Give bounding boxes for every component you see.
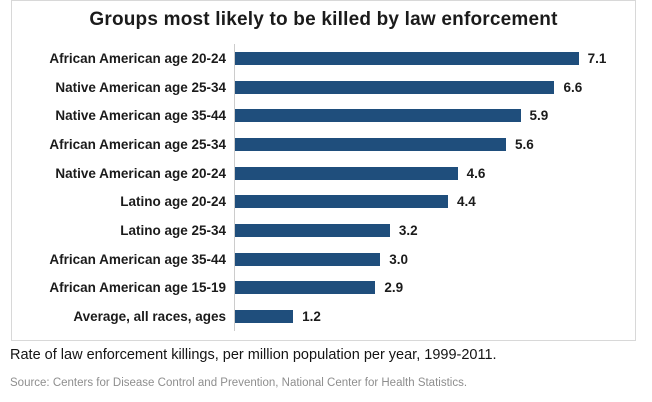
- bar-rows: African American age 20-24 7.1 Native Amer…: [12, 44, 635, 331]
- category-label: Average, all races, ages: [73, 309, 226, 325]
- source-attribution: Source: Centers for Disease Control and …: [10, 377, 468, 389]
- chart-row: Latino age 20-24 4.4: [12, 187, 635, 216]
- chart-row: African American age 15-19 2.9: [12, 274, 635, 303]
- chart-row: African American age 25-34 5.6: [12, 130, 635, 159]
- bar: [235, 166, 458, 180]
- chart-row: Native American age 20-24 4.6: [12, 159, 635, 188]
- y-axis-line: [234, 44, 235, 331]
- bar-value-label: 2.9: [384, 280, 404, 296]
- bar: [235, 195, 448, 209]
- bar: [235, 310, 294, 324]
- chart-row: African American age 20-24 7.1: [12, 44, 635, 73]
- category-label: African American age 20-24: [49, 50, 226, 66]
- bar: [235, 223, 390, 237]
- category-label: Latino age 20-24: [120, 194, 226, 210]
- bar: [235, 137, 507, 151]
- chart-row: African American age 35-44 3.0: [12, 245, 635, 274]
- bar: [235, 281, 376, 295]
- bar: [235, 80, 555, 94]
- category-label: African American age 35-44: [49, 251, 226, 267]
- chart-card: Groups most likely to be killed by law e…: [11, 0, 636, 341]
- category-label: Latino age 25-34: [120, 222, 226, 238]
- bar-value-label: 5.9: [529, 108, 549, 124]
- chart-row: Native American age 25-34 6.6: [12, 73, 635, 102]
- chart-row: Latino age 25-34 3.2: [12, 216, 635, 245]
- category-label: Native American age 35-44: [55, 108, 226, 124]
- bar-value-label: 7.1: [587, 50, 607, 66]
- bar-value-label: 6.6: [563, 79, 583, 95]
- bar: [235, 51, 579, 65]
- category-label: Native American age 25-34: [55, 79, 226, 95]
- bar-value-label: 1.2: [302, 309, 321, 325]
- chart-caption: Rate of law enforcement killings, per mi…: [10, 347, 497, 363]
- bar-value-label: 4.4: [456, 194, 476, 210]
- chart-row: Average, all races, ages 1.2: [12, 302, 635, 331]
- bar-value-label: 4.6: [466, 165, 486, 181]
- category-label: African American age 25-34: [49, 136, 226, 152]
- bar-value-label: 3.2: [398, 222, 418, 238]
- bar: [235, 252, 381, 266]
- chart-row: Native American age 35-44 5.9: [12, 101, 635, 130]
- bar: [235, 109, 521, 123]
- chart-title: Groups most likely to be killed by law e…: [89, 9, 558, 30]
- category-label: African American age 15-19: [49, 280, 226, 296]
- bar-value-label: 5.6: [515, 136, 534, 152]
- category-label: Native American age 20-24: [55, 165, 226, 181]
- bar-value-label: 3.0: [389, 251, 408, 267]
